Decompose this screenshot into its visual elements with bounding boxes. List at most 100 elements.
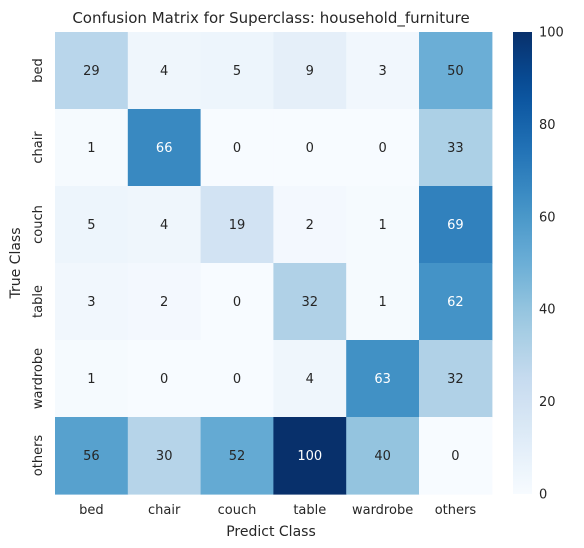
heatmap-cell-wardrobe-table — [273, 340, 347, 418]
cell-value-label: 56 — [83, 449, 100, 464]
cell-value-label: 1 — [87, 141, 95, 156]
cell-value-label: 19 — [229, 218, 246, 233]
heatmap-cell-others-chair — [127, 417, 202, 495]
heatmap-cell-wardrobe-couch — [200, 340, 274, 418]
y-axis-tick-labels: bed chair couch table wardrobe others — [31, 58, 46, 476]
heatmap-cell-table-table — [273, 263, 347, 341]
heatmap-cell-couch-couch — [200, 186, 274, 264]
cell-value-label: 32 — [302, 295, 319, 310]
heatmap-cell-bed-wardrobe — [346, 32, 420, 110]
heatmap-cells — [55, 32, 493, 495]
cell-value-label: 0 — [233, 372, 241, 387]
cell-value-label: 0 — [378, 141, 386, 156]
x-tick-label: others — [435, 503, 477, 518]
x-tick-label: couch — [218, 503, 257, 518]
heatmap-cell-others-wardrobe — [346, 417, 420, 495]
heatmap-cell-chair-chair — [127, 109, 202, 187]
heatmap-cell-others-table — [273, 417, 347, 495]
heatmap-cell-labels: 29 4 5 9 3 501 66 0 0 0 335 4 19 2 1 693 2 0 32 1 621 0 0 4 63 32… — [83, 64, 464, 464]
cell-value-label: 5 — [87, 218, 95, 233]
cell-value-label: 0 — [233, 141, 241, 156]
cell-value-label: 1 — [87, 372, 95, 387]
cell-value-label: 52 — [229, 449, 246, 464]
colorbar-tick-labels: 0 20 40 60 80 100 — [539, 26, 564, 503]
cell-value-label: 50 — [447, 64, 464, 79]
cell-value-label: 100 — [297, 449, 322, 464]
heatmap-cell-couch-others — [419, 186, 493, 264]
heatmap-cell-table-couch — [200, 263, 274, 341]
x-tick-label: wardrobe — [352, 503, 413, 518]
cell-value-label: 9 — [306, 64, 314, 79]
colorbar — [513, 32, 532, 494]
cell-value-label: 4 — [160, 64, 168, 79]
heatmap-cell-couch-wardrobe — [346, 186, 420, 264]
colorbar-tick-label: 100 — [539, 26, 564, 41]
heatmap-cell-others-bed — [55, 417, 129, 495]
cell-value-label: 1 — [378, 295, 386, 310]
cell-value-label: 33 — [447, 141, 464, 156]
heatmap-cell-table-others — [419, 263, 493, 341]
x-tick-label: bed — [79, 503, 104, 518]
y-tick-label: chair — [31, 131, 46, 164]
cell-value-label: 3 — [378, 64, 386, 79]
heatmap-cell-wardrobe-others — [419, 340, 493, 418]
y-axis-label: True Class — [8, 227, 24, 299]
colorbar-tick-label: 40 — [539, 303, 556, 318]
heatmap-cell-bed-couch — [200, 32, 274, 110]
heatmap-cell-chair-bed — [55, 109, 129, 187]
heatmap-cell-chair-couch — [200, 109, 274, 187]
y-tick-label: table — [31, 285, 46, 318]
cell-value-label: 29 — [83, 64, 100, 79]
colorbar-tick-label: 20 — [539, 395, 556, 410]
heatmap-cell-bed-others — [419, 32, 493, 110]
cell-value-label: 66 — [156, 141, 173, 156]
colorbar-tick-label: 0 — [539, 488, 547, 503]
cell-value-label: 0 — [451, 449, 459, 464]
y-tick-label: bed — [31, 58, 46, 83]
cell-value-label: 30 — [156, 449, 173, 464]
heatmap-cell-wardrobe-chair — [127, 340, 202, 418]
chart-title: Confusion Matrix for Superclass: househo… — [72, 9, 469, 28]
cell-value-label: 3 — [87, 295, 95, 310]
heatmap-cell-couch-chair — [127, 186, 202, 264]
cell-value-label: 5 — [233, 64, 241, 79]
heatmap-cell-table-chair — [127, 263, 202, 341]
cell-value-label: 0 — [306, 141, 314, 156]
cell-value-label: 2 — [306, 218, 314, 233]
cell-value-label: 63 — [374, 372, 391, 387]
heatmap-cell-bed-table — [273, 32, 347, 110]
heatmap-cell-couch-table — [273, 186, 347, 264]
heatmap-cell-couch-bed — [55, 186, 129, 264]
heatmap-cell-bed-chair — [127, 32, 202, 110]
x-tick-label: chair — [148, 503, 181, 518]
cell-value-label: 69 — [447, 218, 464, 233]
heatmap-cell-others-couch — [200, 417, 274, 495]
y-tick-label: wardrobe — [31, 348, 46, 409]
heatmap-cell-table-bed — [55, 263, 129, 341]
heatmap-cell-chair-others — [419, 109, 493, 187]
cell-value-label: 0 — [160, 372, 168, 387]
cell-value-label: 1 — [378, 218, 386, 233]
cell-value-label: 2 — [160, 295, 168, 310]
colorbar-tick-label: 80 — [539, 118, 556, 133]
y-tick-label: others — [31, 435, 46, 477]
x-axis-tick-labels: bed chair couch table wardrobe others — [79, 503, 476, 518]
cell-value-label: 4 — [160, 218, 168, 233]
cell-value-label: 40 — [374, 449, 391, 464]
x-axis-label: Predict Class — [226, 524, 316, 540]
heatmap-cell-wardrobe-wardrobe — [346, 340, 420, 418]
cell-value-label: 62 — [447, 295, 464, 310]
y-tick-label: couch — [31, 205, 46, 244]
colorbar-tick-label: 60 — [539, 210, 556, 225]
heatmap-cell-chair-table — [273, 109, 347, 187]
x-tick-label: table — [293, 503, 326, 518]
heatmap-cell-table-wardrobe — [346, 263, 420, 341]
heatmap-cell-bed-bed — [55, 32, 129, 110]
heatmap-cell-others-others — [419, 417, 493, 495]
cell-value-label: 32 — [447, 372, 464, 387]
heatmap-cell-chair-wardrobe — [346, 109, 420, 187]
cell-value-label: 4 — [306, 372, 314, 387]
heatmap-cell-wardrobe-bed — [55, 340, 129, 418]
cell-value-label: 0 — [233, 295, 241, 310]
